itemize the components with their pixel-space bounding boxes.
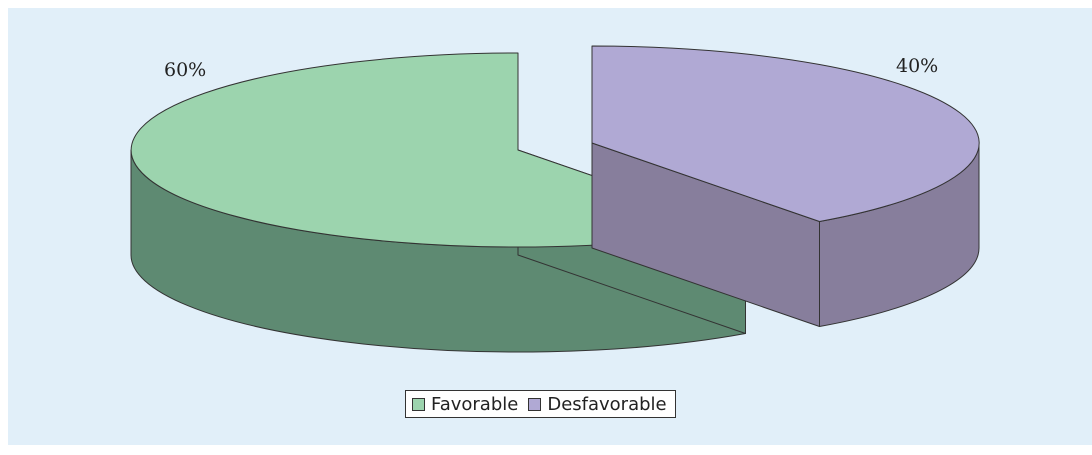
legend-item-favorable: Favorable bbox=[412, 394, 518, 415]
legend-swatch-favorable bbox=[412, 397, 425, 411]
data-label-favorable: 60% bbox=[164, 59, 206, 81]
legend-swatch-desfavorable bbox=[528, 397, 542, 411]
chart-legend: Favorable Desfavorable bbox=[405, 390, 676, 418]
legend-label-favorable: Favorable bbox=[431, 393, 519, 415]
legend-label-desfavorable: Desfavorable bbox=[547, 393, 667, 415]
legend-item-desfavorable: Desfavorable bbox=[528, 393, 667, 415]
slice-desfavorable bbox=[591, 45, 980, 327]
data-label-desfavorable: 40% bbox=[896, 55, 938, 77]
slice-desfavorable-top bbox=[591, 45, 980, 222]
